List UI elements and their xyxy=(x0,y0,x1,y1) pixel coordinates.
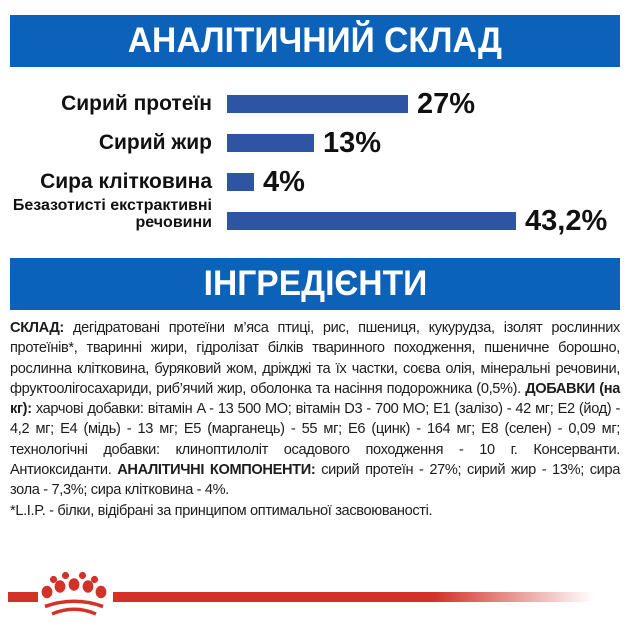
chart-category-label: Безазотисті екстрактивні речовини xyxy=(12,197,212,231)
chart-category-label: Сира клітковина xyxy=(40,170,212,193)
lip-footnote: *L.I.P. - білки, відібрані за принципом … xyxy=(10,502,433,519)
chart-category-label: Сирий жир xyxy=(98,131,212,154)
analytical-composition-title: АНАЛІТИЧНИЙ СКЛАД xyxy=(127,21,503,60)
analytical-composition-chart: Сирий протеїн 27% Сирий жир 13% Сира клі… xyxy=(0,67,630,237)
chart-value-label: 13% xyxy=(323,126,382,159)
chart-row: Сирий жир 13% xyxy=(0,127,630,159)
ingredients-text-block: СКЛАД: дегідратовані протеїни м’яса птиц… xyxy=(0,310,630,521)
ingredients-title: ІНГРЕДІЄНТИ xyxy=(203,264,427,303)
chart-row: Сирий протеїн 27% xyxy=(0,88,630,120)
chart-bar xyxy=(227,95,408,113)
chart-bar xyxy=(227,212,516,230)
analytical-composition-banner: АНАЛІТИЧНИЙ СКЛАД xyxy=(10,15,620,67)
red-divider-line-left xyxy=(8,592,38,602)
chart-value-label: 27% xyxy=(417,87,476,120)
ingredients-banner: ІНГРЕДІЄНТИ xyxy=(10,258,620,310)
chart-value-label: 43,2% xyxy=(525,204,608,237)
chart-row: Безазотисті екстрактивні речовини 43,2% xyxy=(0,197,630,237)
red-divider-line-right xyxy=(113,592,630,602)
chart-bar xyxy=(227,134,314,152)
chart-row: Сира клітковина 4% xyxy=(0,166,630,198)
chart-category-label: Сирий протеїн xyxy=(61,92,212,115)
chart-value-label: 4% xyxy=(263,165,305,198)
composition-text: СКЛАД: дегідратовані протеїни м’яса птиц… xyxy=(10,320,621,499)
chart-bar xyxy=(227,173,254,191)
royal-canin-crown-icon xyxy=(41,571,107,616)
